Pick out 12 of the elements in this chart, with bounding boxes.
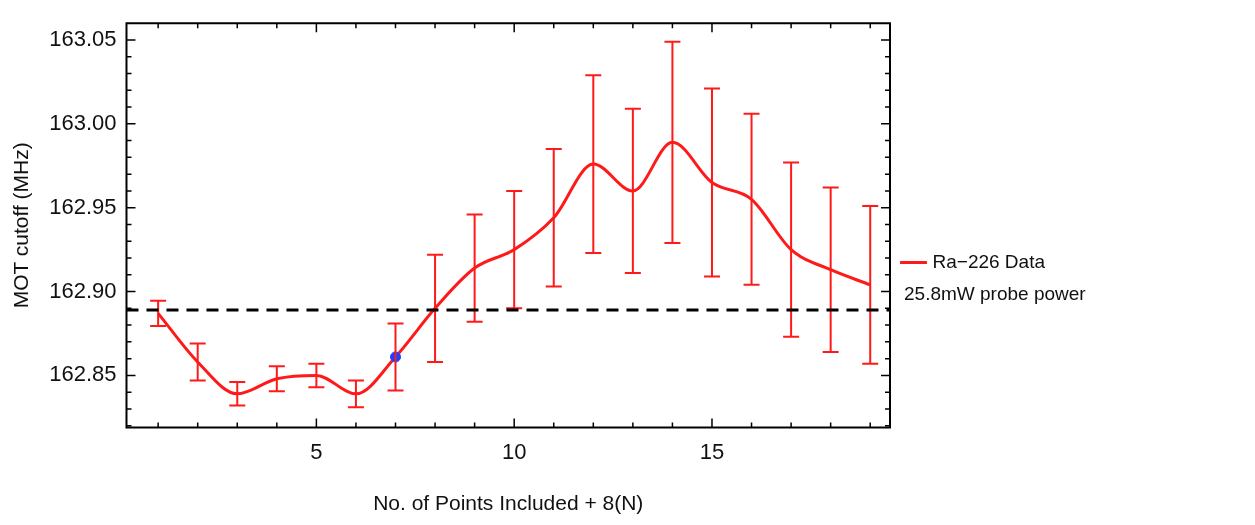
y-tick-label: 162.90 (49, 277, 117, 303)
x-tick-label: 10 (501, 438, 527, 464)
text: 25.8mW probe power (904, 282, 1087, 304)
x-axis-title: No. of Points Included + 8(N) (373, 491, 644, 515)
y-tick-label: 162.95 (49, 193, 117, 219)
y-tick-label: 162.85 (49, 361, 117, 387)
legend-label: Ra−226 Data (932, 250, 1046, 272)
y-axis-title: MOT cutoff (MHz) (9, 142, 33, 309)
y-tick-label: 163.00 (49, 109, 117, 135)
x-tick-label: 5 (310, 438, 323, 464)
y-tick-label: 163.05 (49, 26, 117, 52)
x-tick-label: 15 (699, 438, 725, 464)
